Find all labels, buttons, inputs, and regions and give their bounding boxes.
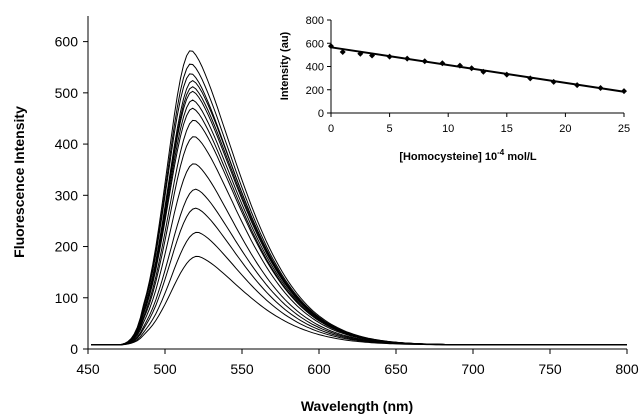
spectrum-line [91, 231, 627, 346]
inset-x-axis-label-unit: mol/L [504, 151, 537, 163]
inset-x-axis-label-main: [Homocysteine] 10 [399, 151, 497, 163]
spectrum-line [91, 188, 627, 346]
inset-y-axis-label: Intensity (au) [279, 31, 291, 100]
spectrum-line [91, 90, 627, 346]
main-y-tick-label: 300 [55, 187, 79, 203]
inset-data-point [386, 53, 393, 60]
main-x-ticks: 450 500 550 600 650 700 750 800 [76, 349, 639, 377]
main-y-tick-label: 0 [70, 341, 78, 357]
main-x-tick-label: 750 [538, 361, 562, 377]
inset-chart: 0 200 400 600 800 0 5 10 15 20 25 [Homocysteine] … [279, 15, 630, 163]
main-x-tick-label: 650 [384, 361, 408, 377]
inset-x-tick-label: 15 [501, 123, 513, 135]
main-y-tick-label: 600 [55, 34, 79, 50]
inset-x-tick-label: 0 [328, 123, 334, 135]
main-x-axis-label: Wavelength (nm) [301, 398, 413, 414]
inset-data-point [621, 88, 627, 95]
inset-y-tick-label: 800 [306, 15, 324, 27]
main-x-tick-label: 500 [153, 361, 177, 377]
spectrum-line [91, 63, 627, 346]
inset-x-ticks: 0 5 10 15 20 25 [328, 113, 630, 135]
inset-points [328, 43, 627, 95]
main-x-tick-label: 550 [230, 361, 254, 377]
main-y-ticks: 0 100 200 300 400 500 600 [55, 34, 88, 357]
inset-y-tick-label: 200 [306, 85, 324, 97]
main-spectra [91, 50, 627, 346]
inset-data-point [357, 50, 364, 57]
inset-y-tick-label: 400 [306, 62, 324, 74]
spectrum-line [91, 79, 627, 346]
inset-data-point [574, 82, 581, 89]
inset-data-point [456, 62, 463, 69]
spectrum-line [91, 86, 627, 346]
main-y-tick-label: 200 [55, 239, 79, 255]
inset-y-ticks: 0 200 400 600 800 [306, 15, 331, 120]
inset-data-point [468, 65, 475, 72]
inset-y-tick-label: 600 [306, 38, 324, 50]
inset-data-point [550, 78, 557, 85]
inset-data-point [527, 75, 534, 82]
spectrum-line [91, 255, 627, 346]
inset-y-tick-label: 0 [318, 108, 324, 120]
main-y-tick-label: 100 [55, 290, 79, 306]
inset-axes [330, 20, 624, 114]
main-x-tick-label: 700 [461, 361, 485, 377]
inset-data-point [404, 55, 411, 62]
inset-x-axis-label: [Homocysteine] 10-4 mol/L [399, 148, 537, 163]
inset-data-point [421, 58, 428, 65]
main-x-tick-label: 800 [615, 361, 639, 377]
spectrum-line [91, 163, 627, 346]
inset-data-point [439, 60, 446, 67]
main-y-tick-label: 400 [55, 136, 79, 152]
inset-data-point [328, 43, 334, 50]
inset-data-point [369, 52, 376, 59]
inset-x-tick-label: 25 [618, 123, 630, 135]
inset-data-point [503, 71, 510, 78]
inset-data-point [597, 85, 604, 92]
main-x-tick-label: 600 [307, 361, 331, 377]
inset-data-point [480, 68, 487, 75]
inset-x-tick-label: 20 [559, 123, 571, 135]
inset-x-axis-label-sup: -4 [497, 148, 505, 157]
inset-x-tick-label: 10 [442, 123, 454, 135]
main-x-tick-label: 450 [76, 361, 100, 377]
inset-x-tick-label: 5 [387, 123, 393, 135]
main-y-tick-label: 500 [55, 85, 79, 101]
main-y-axis-label: Fluorescence Intensity [11, 106, 27, 258]
inset-data-point [339, 48, 346, 55]
